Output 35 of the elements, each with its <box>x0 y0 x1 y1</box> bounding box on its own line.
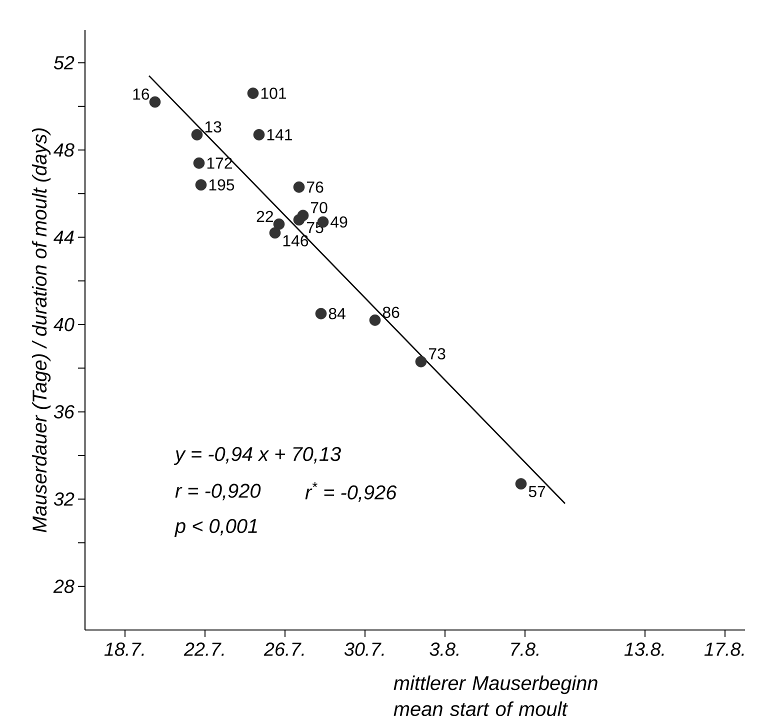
y-tick-label: 36 <box>54 405 74 419</box>
annotation: 141 <box>267 129 292 140</box>
annotation: 146 <box>283 235 308 246</box>
annotation: 13 <box>205 121 222 133</box>
annotation: 101 <box>261 88 286 99</box>
annotation: 70 <box>311 202 328 214</box>
y-axis-title: Mauserdauer (Tage) / duration of moult (days) <box>32 128 51 532</box>
x-axis-title: mittlerer Mauserbeginn mean start of moult <box>394 676 598 716</box>
annotation: r = -0,920 <box>175 484 261 500</box>
annotation: 22 <box>256 210 273 222</box>
x-tick-label: 30.7. <box>344 642 384 656</box>
annotation: r$^{*}$ = -0,926 <box>305 482 397 502</box>
annotation: 84 <box>328 308 346 320</box>
x-tick-label: 3.8. <box>430 642 458 656</box>
y-tick-label: 40 <box>54 318 74 332</box>
y-tick-label: 52 <box>54 56 74 70</box>
x-tick-label: 17.8. <box>704 642 744 656</box>
annotation: 16 <box>133 88 150 100</box>
x-tick-label: 26.7. <box>264 642 304 656</box>
y-tick-label: 44 <box>54 230 74 244</box>
y-tick-label: 48 <box>54 143 74 157</box>
annotation: 57 <box>528 486 546 498</box>
annotation: y = -0,94 x + 70,13 <box>174 446 341 466</box>
y-tick-label: 32 <box>54 492 74 506</box>
x-tick-label: 13.8. <box>624 642 664 656</box>
annotation: 76 <box>307 181 324 193</box>
x-tick-label: 22.7. <box>184 642 224 656</box>
y-tick-label: 28 <box>53 580 74 594</box>
annotation: p < 0,001 <box>174 518 257 538</box>
annotation: 49 <box>330 216 348 228</box>
x-tick-label: 18.7. <box>104 642 144 656</box>
x-tick-label: 7.8. <box>511 642 538 656</box>
annotation: 195 <box>209 179 234 191</box>
annotation: 73 <box>429 348 446 360</box>
annotation: 86 <box>382 306 400 318</box>
